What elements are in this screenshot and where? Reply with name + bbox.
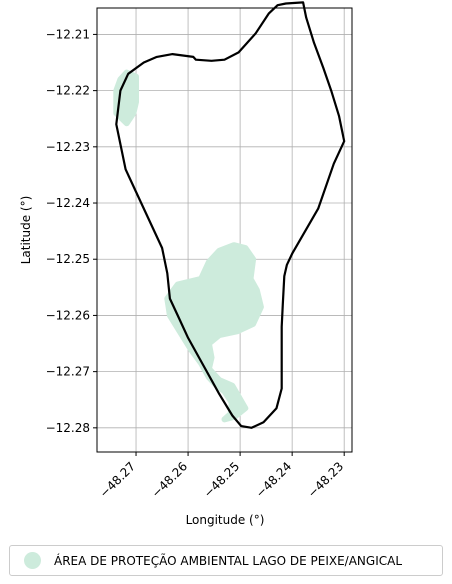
plot-frame <box>96 7 353 453</box>
legend-swatch-protected-area <box>24 552 41 569</box>
y-axis-ticks: −12.21 −12.22 −12.23 −12.24 −12.25 −12.26 −12.… <box>46 27 97 435</box>
protected-area-piece-1 <box>164 242 264 423</box>
y-tick-label-0: −12.21 <box>46 27 90 41</box>
y-tick-label-3: −12.24 <box>46 196 90 210</box>
y-tick-label-1: −12.22 <box>46 84 90 98</box>
boundary-layer <box>115 1 346 429</box>
x-tick-label-3: −48.24 <box>253 459 294 500</box>
x-axis-label: Longitude (°) <box>186 513 265 527</box>
y-tick-label-5: −12.26 <box>46 308 90 322</box>
protected-area-layer <box>113 69 264 423</box>
y-tick-label-2: −12.23 <box>46 140 90 154</box>
grid <box>97 8 352 452</box>
y-tick-label-6: −12.27 <box>46 365 90 379</box>
boundary-outline <box>115 1 346 429</box>
protected-area-piece-0 <box>113 69 139 127</box>
x-tick-label-2: −48.25 <box>201 459 242 500</box>
y-tick-label-7: −12.28 <box>46 421 90 435</box>
y-axis-label: Latitude (°) <box>19 196 33 265</box>
x-axis-ticks: −48.27 −48.26 −48.25 −48.24 −48.23 <box>97 452 346 501</box>
x-tick-label-1: −48.26 <box>149 459 190 500</box>
x-tick-label-4: −48.23 <box>305 459 346 500</box>
legend-label-protected-area: ÁREA DE PROTEÇÃO AMBIENTAL LAGO DE PEIXE… <box>54 553 403 568</box>
x-tick-label-0: −48.27 <box>97 459 138 500</box>
legend: ÁREA DE PROTEÇÃO AMBIENTAL LAGO DE PEIXE… <box>9 545 443 576</box>
y-tick-label-4: −12.25 <box>46 252 90 266</box>
